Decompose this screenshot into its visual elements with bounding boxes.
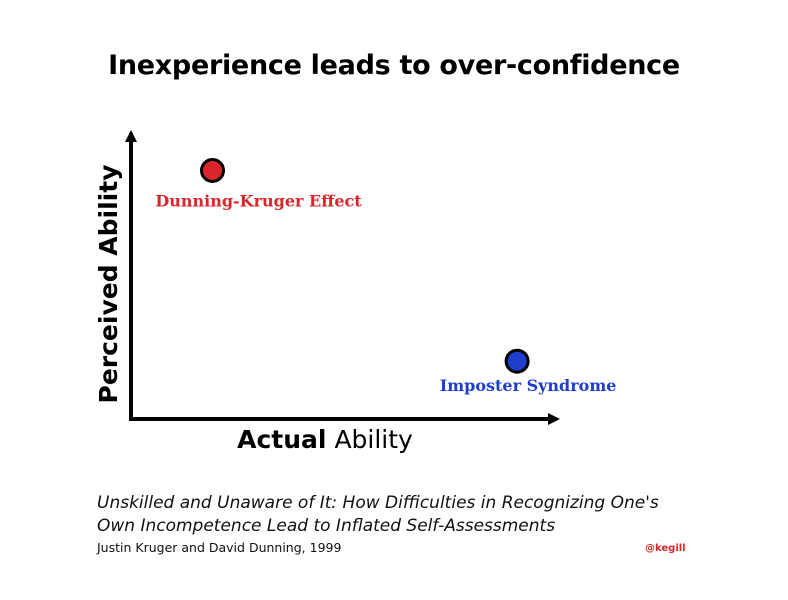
citation-title: Unskilled and Unaware of It: How Difficu…	[97, 492, 659, 538]
point-label-imposter-syndrome: Imposter Syndrome	[440, 376, 617, 395]
citation-authors: Justin Kruger and David Dunning, 1999	[97, 540, 342, 555]
point-label-dunning-kruger: Dunning-Kruger Effect	[155, 191, 362, 210]
author-handle: @kegill	[645, 543, 686, 554]
x-axis-label-bold: Actual	[237, 425, 326, 454]
x-axis-label: Actual Ability	[237, 425, 413, 454]
data-point-dunning-kruger	[200, 157, 226, 183]
citation-line-2: Own Incompetence Lead to Inflated Self-A…	[97, 516, 556, 536]
x-axis-label-rest: Ability	[327, 425, 414, 454]
citation-line-1: Unskilled and Unaware of It: How Difficu…	[97, 493, 659, 513]
y-axis-label: Perceived Ability	[94, 164, 123, 403]
data-point-imposter-syndrome	[504, 348, 530, 374]
chart-title: Inexperience leads to over-confidence	[108, 50, 680, 81]
